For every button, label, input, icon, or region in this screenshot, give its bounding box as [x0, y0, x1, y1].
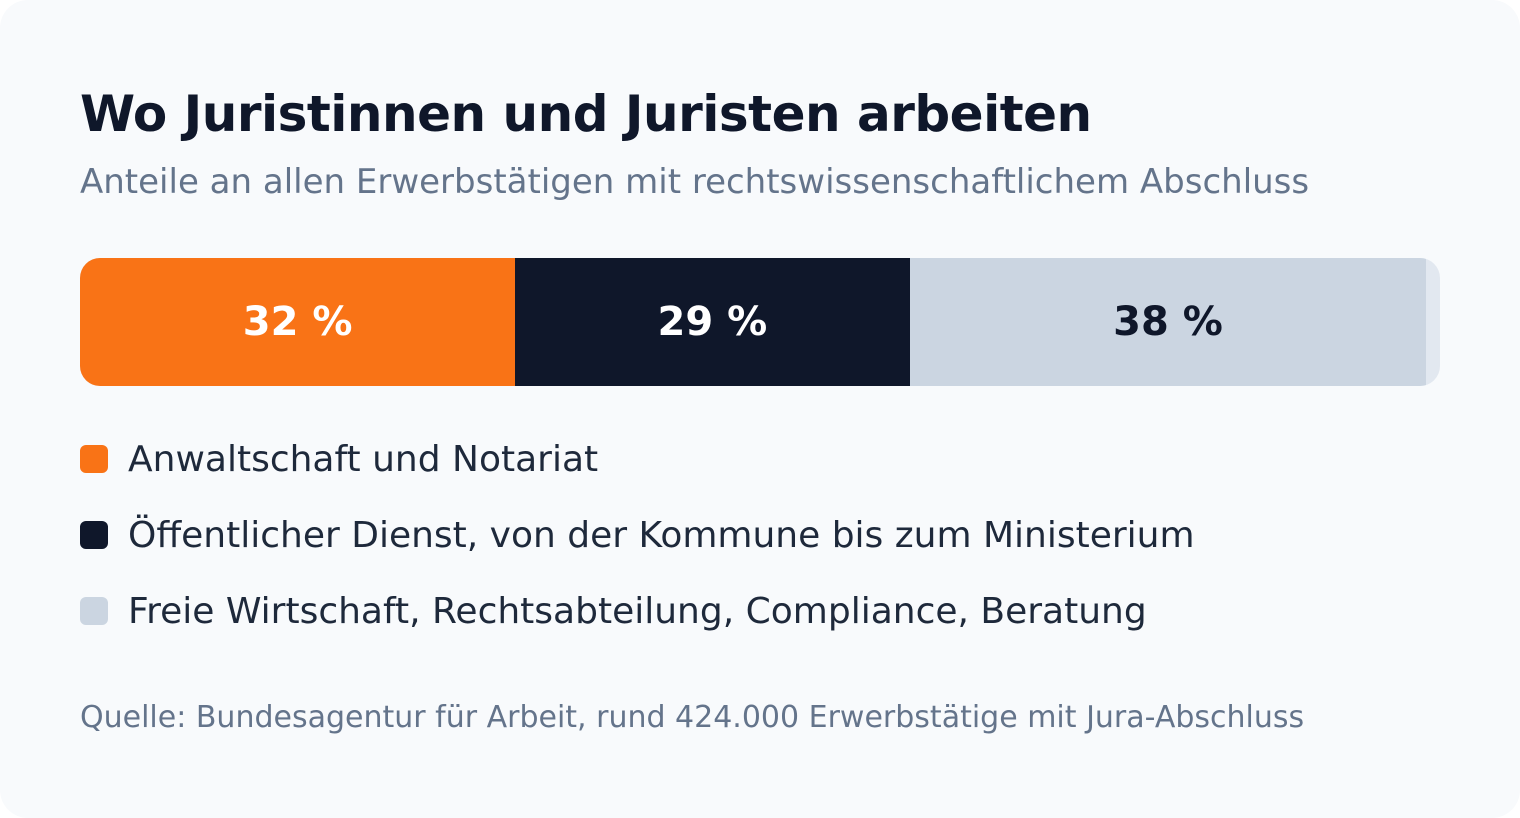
legend-swatch	[80, 521, 108, 549]
bar-segment-label: 29 %	[657, 299, 768, 345]
legend-label: Anwaltschaft und Notariat	[128, 438, 599, 480]
source-note: Quelle: Bundesagentur für Arbeit, rund 4…	[80, 700, 1305, 735]
legend-label: Freie Wirtschaft, Rechtsabteilung, Compl…	[128, 590, 1147, 632]
bar-segment-label: 32 %	[242, 299, 353, 345]
stacked-bar: 32 % 29 % 38 %	[80, 258, 1440, 386]
chart-title: Wo Juristinnen und Juristen arbeiten	[80, 85, 1092, 143]
bar-segment: 38 %	[909, 258, 1427, 386]
legend-swatch	[80, 445, 108, 473]
legend-item: Öffentlicher Dienst, von der Kommune bis…	[80, 511, 1195, 559]
legend-swatch	[80, 597, 108, 625]
legend-label: Öffentlicher Dienst, von der Kommune bis…	[128, 514, 1195, 556]
legend-item: Anwaltschaft und Notariat	[80, 435, 598, 483]
chart-subtitle: Anteile an allen Erwerbstätigen mit rech…	[80, 162, 1310, 202]
legend-item: Freie Wirtschaft, Rechtsabteilung, Compl…	[80, 587, 1147, 635]
bar-segment: 32 %	[80, 258, 516, 386]
bar-segment: 29 %	[515, 258, 910, 386]
bar-segment-label: 38 %	[1113, 299, 1223, 345]
